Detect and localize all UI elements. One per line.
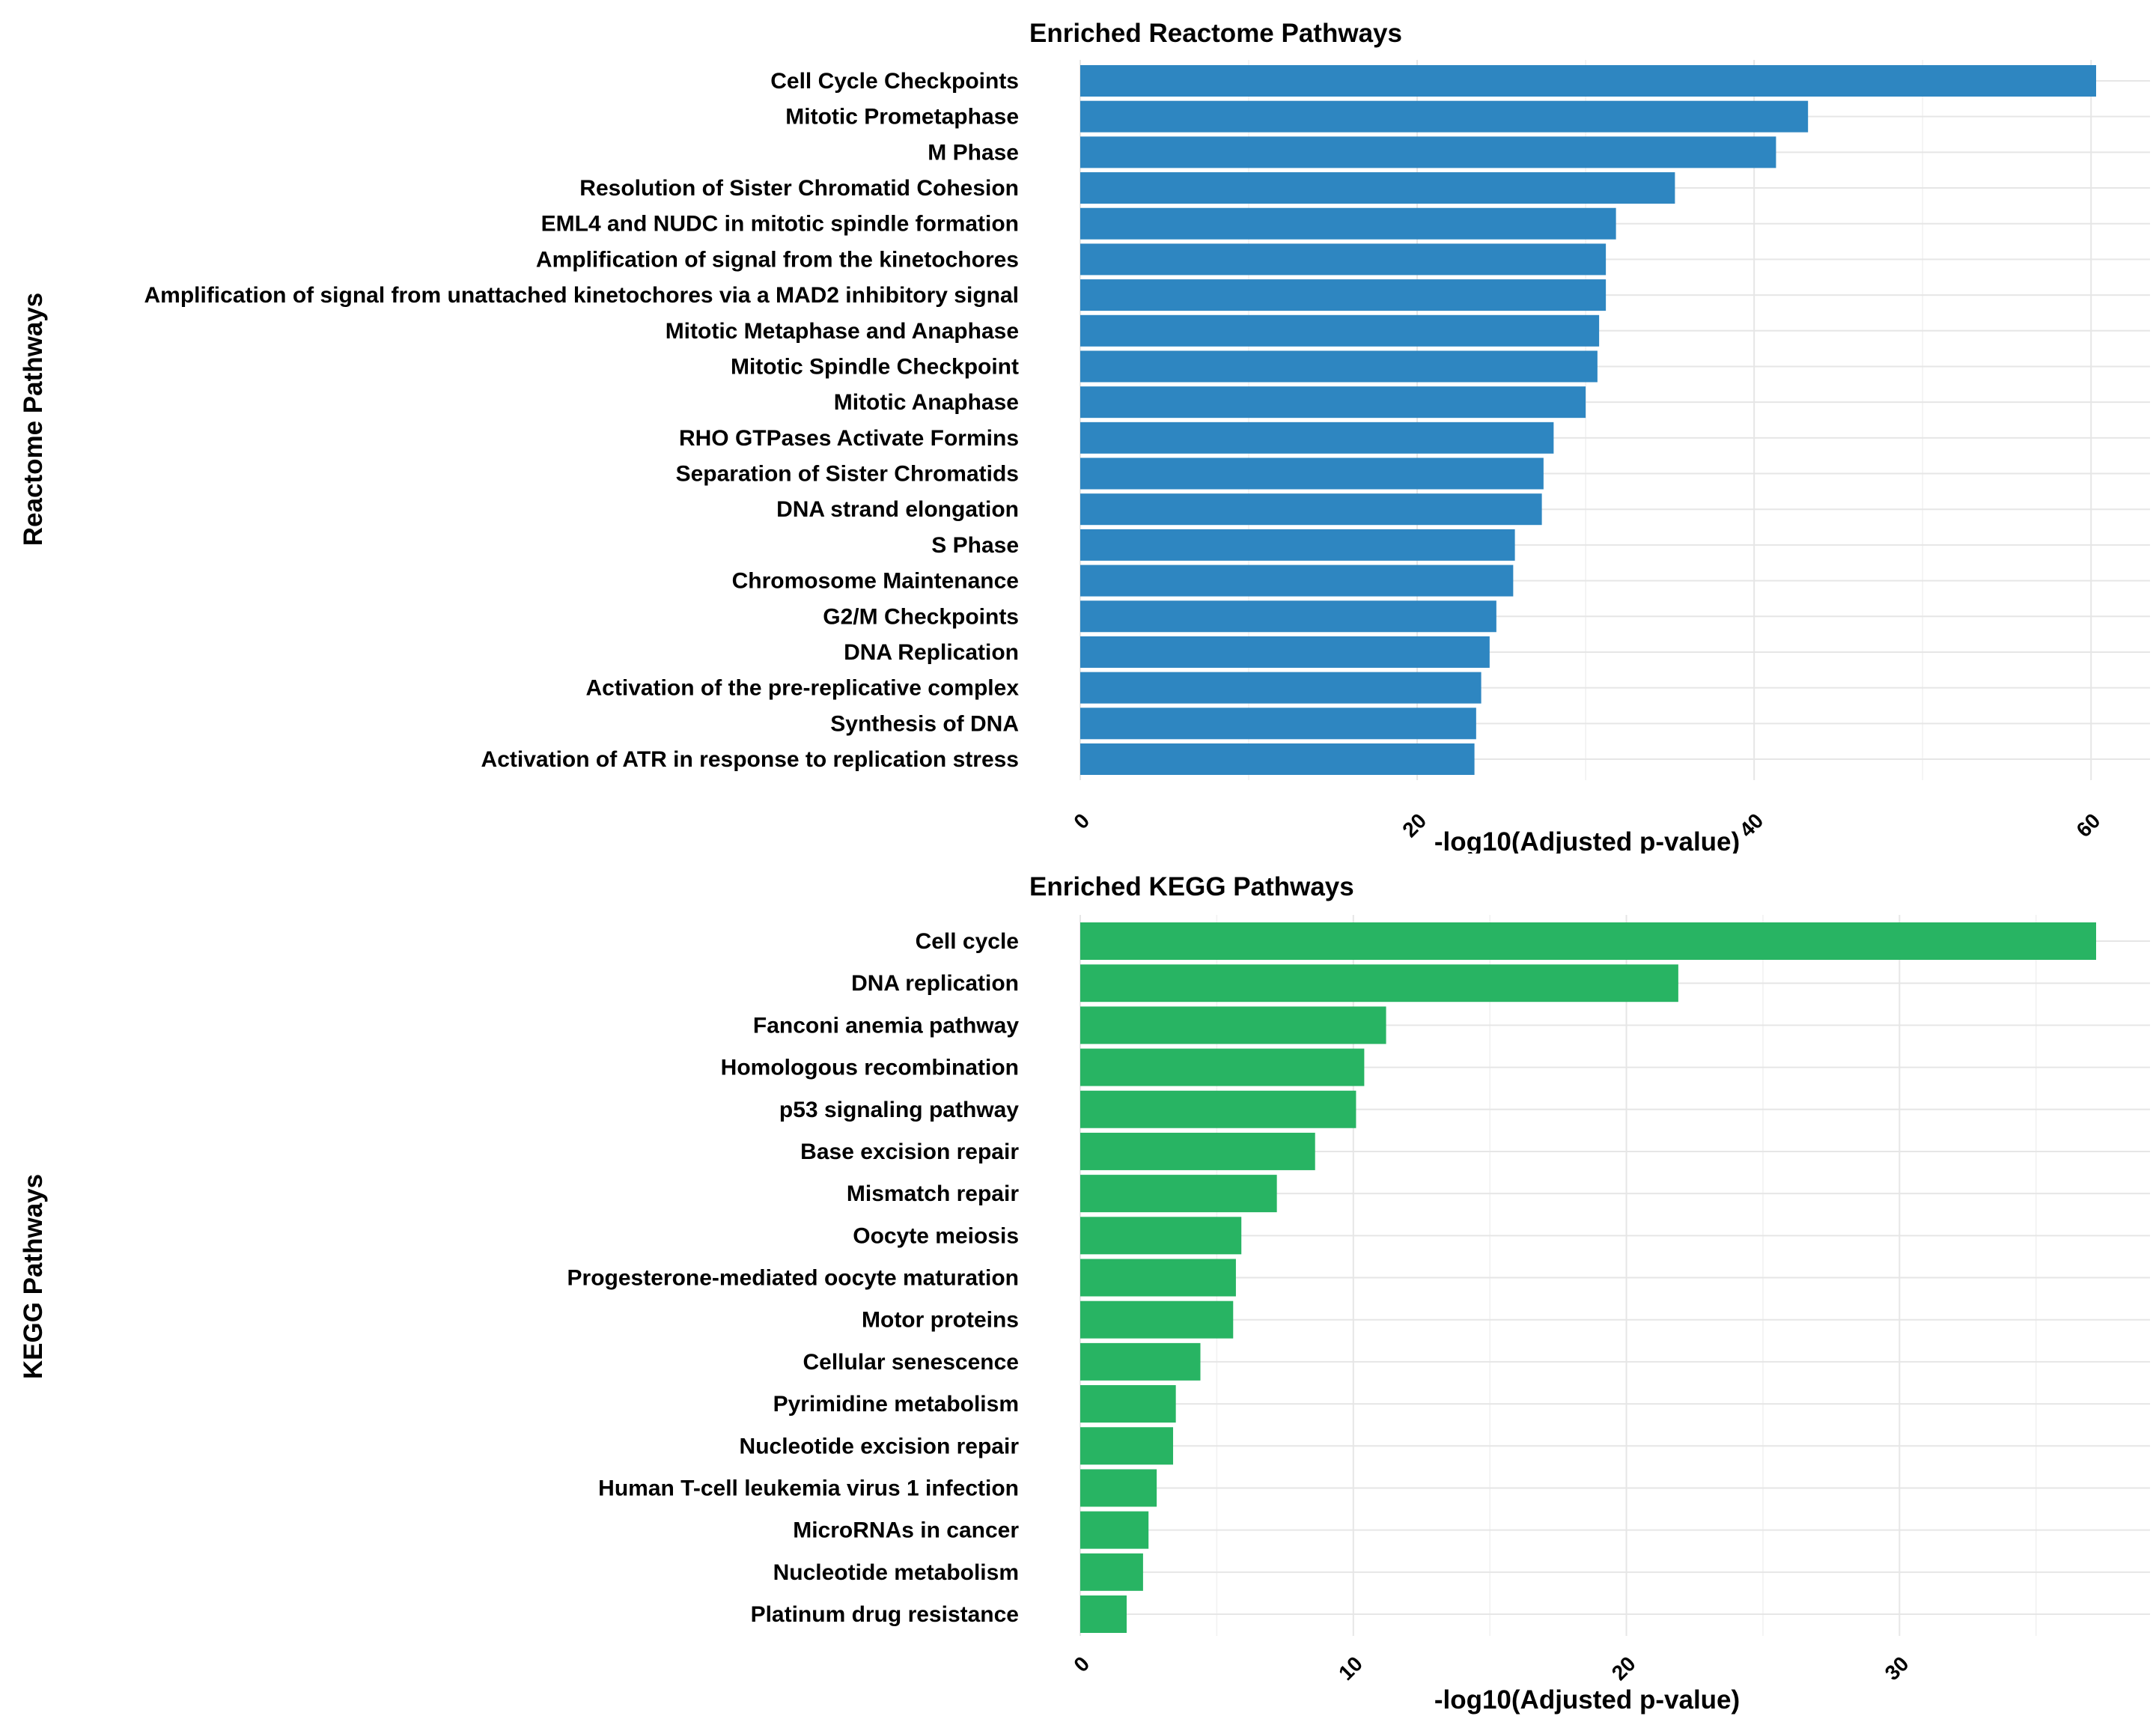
kegg-bar — [1080, 1132, 1315, 1170]
kegg-bar — [1080, 1090, 1356, 1128]
kegg-category-label: Progesterone-mediated oocyte maturation — [567, 1266, 1019, 1291]
reactome-bar — [1080, 172, 1675, 204]
kegg-bar — [1080, 1259, 1236, 1297]
reactome-bar — [1080, 600, 1496, 633]
reactome-bar — [1080, 314, 1600, 347]
reactome-bar — [1080, 672, 1482, 704]
reactome-bar — [1080, 243, 1607, 276]
kegg-category-label: Homologous recombination — [721, 1056, 1019, 1080]
reactome-chart: Cell Cycle Checkpoints Mitotic Prometapha… — [19, 19, 2150, 854]
kegg-x-tick-label: 10 — [1334, 1652, 1367, 1685]
kegg-bar — [1080, 1342, 1201, 1381]
kegg-bar — [1080, 1048, 1365, 1086]
kegg-y-axis-title: KEGG Pathways — [19, 1174, 48, 1379]
reactome-category-label: Synthesis of DNA — [830, 711, 1019, 736]
kegg-category-label: Base excision repair — [800, 1140, 1019, 1164]
kegg-bar — [1080, 1553, 1143, 1591]
reactome-category-label: S Phase — [931, 533, 1019, 558]
reactome-bar — [1080, 457, 1544, 490]
reactome-category-label: EML4 and NUDC in mitotic spindle formati… — [541, 212, 1019, 237]
kegg-bar — [1080, 1385, 1176, 1423]
reactome-bar — [1080, 708, 1476, 740]
kegg-bar — [1080, 964, 1678, 1003]
kegg-x-axis-title: -log10(Adjusted p-value) — [1434, 1685, 1740, 1715]
reactome-category-label: Mitotic Prometaphase — [785, 105, 1019, 130]
kegg-category-label: Cellular senescence — [803, 1350, 1019, 1375]
kegg-x-tick-label: 30 — [1881, 1652, 1913, 1685]
kegg-bar — [1080, 1427, 1174, 1465]
reactome-x-tick-label: 20 — [1398, 809, 1431, 842]
reactome-bars — [1080, 65, 2096, 775]
reactome-x-tick-label: 0 — [1069, 809, 1094, 833]
kegg-category-label: Nucleotide excision repair — [740, 1434, 1020, 1458]
kegg-bars — [1080, 922, 2096, 1633]
kegg-category-label: Nucleotide metabolism — [773, 1560, 1019, 1585]
reactome-bar — [1080, 100, 1809, 133]
kegg-x-tick-labels: 0 10 20 30 — [1069, 1652, 1913, 1685]
kegg-category-labels: Cell cycle DNA replication Fanconi anemia … — [567, 929, 1020, 1627]
reactome-bar — [1080, 422, 1554, 454]
reactome-category-label: DNA Replication — [844, 640, 1019, 665]
reactome-bar — [1080, 529, 1515, 561]
reactome-bar — [1080, 350, 1598, 383]
kegg-category-label: Motor proteins — [862, 1308, 1019, 1333]
reactome-category-label: Cell Cycle Checkpoints — [770, 69, 1019, 94]
reactome-category-label: Amplification of signal from unattached … — [144, 283, 1019, 308]
kegg-gridlines — [1079, 915, 2150, 1636]
kegg-category-label: Oocyte meiosis — [853, 1223, 1019, 1248]
kegg-bar — [1080, 1595, 1127, 1633]
reactome-category-label: Amplification of signal from the kinetoc… — [536, 247, 1019, 272]
kegg-category-label: Fanconi anemia pathway — [753, 1013, 1019, 1038]
kegg-category-label: Mismatch repair — [847, 1181, 1019, 1206]
kegg-bar — [1080, 1175, 1277, 1213]
reactome-chart-title: Enriched Reactome Pathways — [1029, 19, 1402, 48]
reactome-bar — [1080, 279, 1607, 311]
kegg-chart-title: Enriched KEGG Pathways — [1029, 872, 1354, 901]
kegg-bar — [1080, 1300, 1234, 1339]
kegg-x-tick-label: 20 — [1607, 1652, 1640, 1685]
reactome-category-labels: Cell Cycle Checkpoints Mitotic Prometapha… — [144, 69, 1019, 772]
reactome-bar — [1080, 565, 1514, 597]
reactome-category-label: G2/M Checkpoints — [823, 604, 1019, 629]
kegg-bar — [1080, 922, 2096, 960]
reactome-category-label: M Phase — [928, 140, 1019, 165]
kegg-category-label: Human T-cell leukemia virus 1 infection — [598, 1476, 1019, 1500]
kegg-bar — [1080, 1217, 1242, 1255]
kegg-x-tick-label: 0 — [1069, 1652, 1094, 1676]
reactome-category-label: Chromosome Maintenance — [732, 569, 1019, 594]
kegg-category-label: Cell cycle — [916, 929, 1019, 954]
reactome-bar — [1080, 386, 1586, 419]
kegg-category-label: Platinum drug resistance — [751, 1602, 1019, 1627]
kegg-bar — [1080, 1006, 1386, 1044]
reactome-category-label: Resolution of Sister Chromatid Cohesion — [579, 176, 1019, 201]
reactome-x-axis-title: -log10(Adjusted p-value) — [1434, 827, 1740, 854]
reactome-y-axis-title: Reactome Pathways — [19, 293, 48, 546]
reactome-x-tick-label: 60 — [2072, 809, 2105, 842]
reactome-category-label: RHO GTPases Activate Formins — [679, 426, 1019, 451]
kegg-chart: Cell cycle DNA replication Fanconi anemia … — [19, 872, 2150, 1715]
reactome-category-label: Mitotic Spindle Checkpoint — [731, 354, 1019, 379]
kegg-category-label: p53 signaling pathway — [779, 1098, 1019, 1122]
reactome-category-label: DNA strand elongation — [776, 497, 1019, 522]
kegg-bar — [1080, 1511, 1149, 1549]
kegg-bar — [1080, 1469, 1157, 1507]
kegg-category-label: MicroRNAs in cancer — [793, 1518, 1019, 1543]
reactome-category-label: Activation of ATR in response to replica… — [481, 747, 1019, 772]
reactome-category-label: Separation of Sister Chromatids — [676, 462, 1019, 487]
reactome-bar — [1080, 493, 1542, 526]
reactome-bar — [1080, 636, 1490, 668]
reactome-category-label: Activation of the pre-replicative comple… — [586, 676, 1020, 701]
reactome-bar — [1080, 136, 1776, 168]
kegg-category-label: DNA replication — [851, 971, 1019, 996]
reactome-bar — [1080, 743, 1475, 775]
reactome-bar — [1080, 207, 1616, 240]
reactome-bar — [1080, 65, 2096, 97]
kegg-category-label: Pyrimidine metabolism — [773, 1392, 1019, 1417]
reactome-category-label: Mitotic Anaphase — [834, 390, 1019, 415]
reactome-category-label: Mitotic Metaphase and Anaphase — [666, 319, 1019, 344]
